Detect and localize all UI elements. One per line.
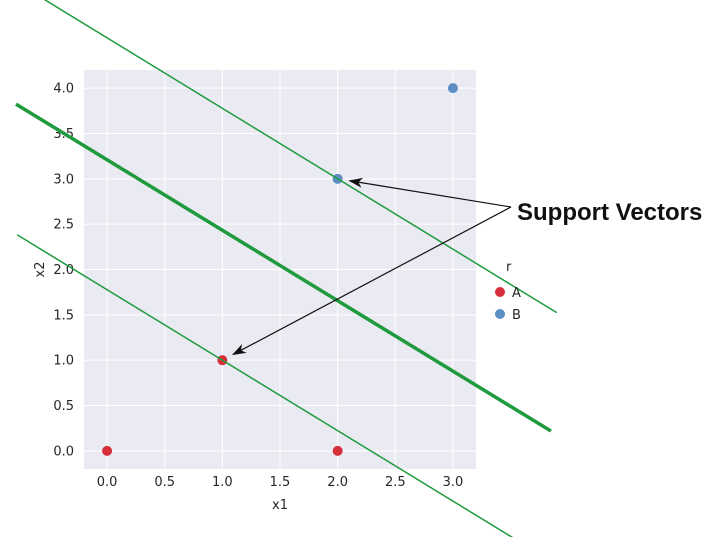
grid [84,70,476,469]
upper-margin-line [43,0,558,314]
y-tick-label: 2.5 [53,218,74,233]
y-tick-label: 2.0 [53,263,74,278]
y-tick-label: 0.0 [53,444,74,459]
x-tick-label: 2.5 [385,475,406,490]
y-tick-label: 1.0 [53,354,74,369]
support-vectors-label: Support Vectors [517,199,702,226]
annotation: Support Vectors [232,177,702,356]
x-tick-label: 0.0 [97,475,118,490]
legend: r AB [495,260,521,323]
lower-margin-line [16,234,514,537]
y-tick-label: 4.0 [53,82,74,97]
legend-label-a: A [512,286,521,301]
annotation-arrow [348,177,512,208]
x-tick-label: 0.5 [154,475,175,490]
svm-lines [15,0,558,537]
x-axis-label: x1 [272,498,288,513]
legend-marker-a [495,287,505,297]
x-tick-label: 2.0 [327,475,348,490]
y-tick-label: 1.5 [53,308,74,323]
x-tick-label: 1.5 [270,475,291,490]
legend-marker-b [495,309,505,319]
decision-boundary-line [15,102,552,433]
y-tick-labels: 0.00.51.01.52.02.53.03.54.0 [53,82,74,460]
legend-title: r [506,260,512,275]
x-tick-labels: 0.0 0.5 1.0 1.5 2.0 2.5 3.0 [97,475,464,490]
point-a [102,445,113,456]
y-tick-label: 3.0 [53,172,74,187]
x-tick-label: 3.0 [443,475,464,490]
x-tick-label: 1.0 [212,475,233,490]
annotation-arrow [232,206,512,356]
y-tick-label: 0.5 [53,399,74,414]
y-axis-label: x2 [33,262,48,278]
point-b [447,83,458,94]
point-a [332,445,343,456]
legend-label-b: B [512,308,521,323]
